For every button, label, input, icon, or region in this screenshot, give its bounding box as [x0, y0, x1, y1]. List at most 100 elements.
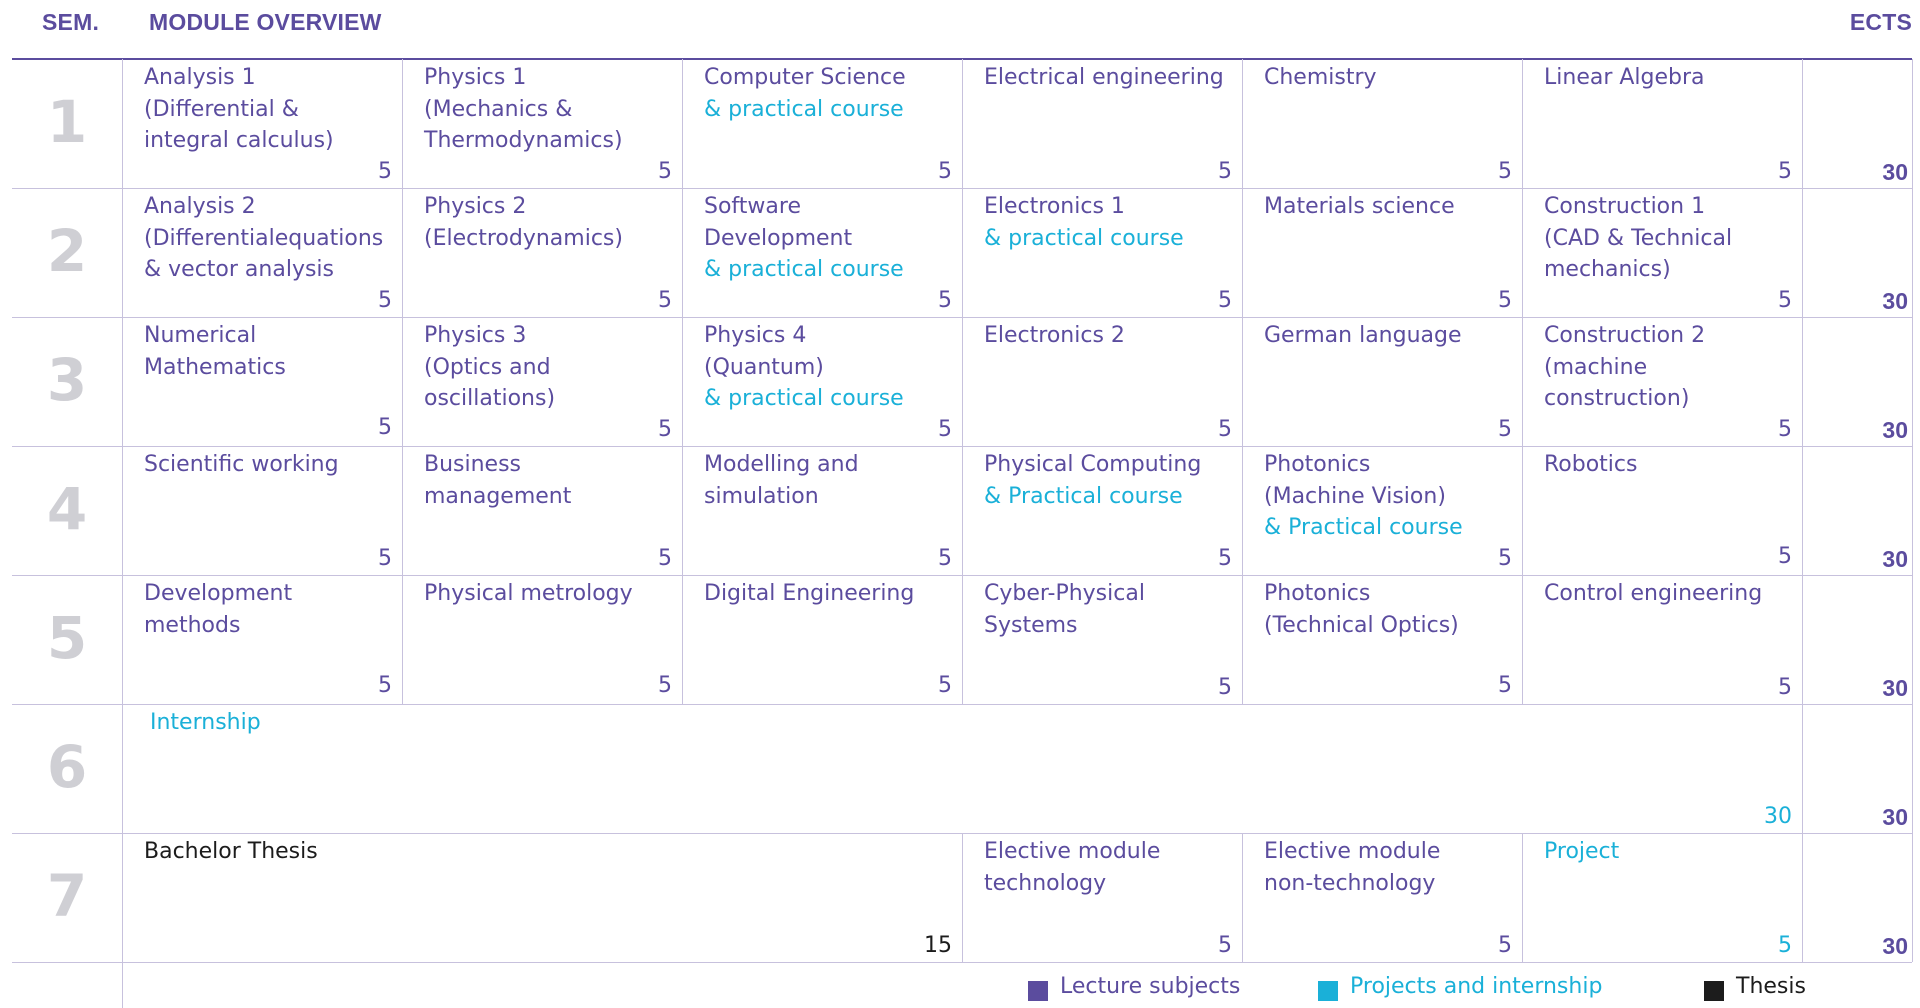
module-cell: Electronics 1 & practical course 5	[962, 188, 1242, 317]
module-ects: 5	[1498, 417, 1512, 442]
semester-total-ects: 30	[1882, 933, 1908, 959]
semester-number: 6	[46, 733, 88, 801]
module-cell: Numerical Mathematics 5	[122, 317, 402, 446]
module-cell: Modelling and simulation 5	[682, 446, 962, 575]
module-cell: Business management 5	[402, 446, 682, 575]
column-divider	[682, 317, 683, 446]
module-name: Linear Algebra	[1544, 65, 1705, 90]
ects-column-divider	[1802, 59, 1803, 188]
module-ects: 5	[1778, 543, 1792, 569]
right-edge-divider	[1912, 446, 1913, 575]
module-name: Physical metrology	[424, 581, 633, 606]
module-cell: Physics 4 (Quantum) & practical course 5	[682, 317, 962, 446]
module-ects: 15	[924, 933, 952, 958]
semester-column-header: SEM.	[42, 8, 100, 35]
column-divider	[962, 317, 963, 446]
column-divider	[1242, 446, 1243, 575]
module-ects: 5	[1218, 288, 1232, 313]
module-name: Photonics (Technical Optics)	[1264, 581, 1459, 638]
legend-item: Lecture subjects	[1028, 968, 1240, 1004]
module-cell: Construction 1 (CAD & Technical mechanic…	[1522, 188, 1802, 317]
module-cell: Construction 2 (machine construction) 5	[1522, 317, 1802, 446]
semester-number: 2	[46, 217, 88, 285]
right-edge-divider	[1912, 59, 1913, 188]
module-ects: 30	[1764, 804, 1792, 829]
column-divider	[1522, 575, 1523, 704]
module-cell: Cyber-Physical Systems 5	[962, 575, 1242, 704]
module-ects: 5	[938, 288, 952, 313]
column-divider	[402, 575, 403, 704]
module-name: Project	[1544, 839, 1620, 864]
module-overview-header: MODULE OVERVIEW	[149, 8, 382, 35]
module-ects: 5	[1218, 546, 1232, 571]
column-divider	[682, 188, 683, 317]
module-name: Software Development	[704, 194, 853, 251]
module-name: Digital Engineering	[704, 581, 915, 606]
module-cell: Control engineering 5	[1522, 575, 1802, 704]
module-cell: Elective module technology 5	[962, 833, 1242, 962]
module-cell: German language 5	[1242, 317, 1522, 446]
module-ects: 5	[378, 414, 392, 440]
module-name: Modelling and simulation	[704, 452, 859, 509]
legend-label: Thesis	[1736, 973, 1806, 999]
ects-column-divider	[1802, 833, 1803, 962]
module-ects: 5	[378, 672, 392, 698]
module-cell: Physics 1 (Mechanics & Thermodynamics) 5	[402, 59, 682, 188]
module-name: Robotics	[1544, 452, 1638, 477]
module-ects: 5	[1498, 159, 1512, 184]
module-name: Electrical engineering	[984, 65, 1224, 90]
module-name: Electronics 2	[984, 323, 1125, 348]
module-name: German language	[1264, 323, 1462, 348]
module-cell: Analysis 2 (Differentialequations & vect…	[122, 188, 402, 317]
column-divider	[962, 833, 963, 962]
semester-number: 1	[46, 88, 88, 156]
row-start-divider	[122, 833, 123, 962]
module-cell: Photonics (Machine Vision) & Practical co…	[1242, 446, 1522, 575]
row-start-divider	[122, 317, 123, 446]
module-name: Elective module technology	[984, 839, 1161, 896]
column-divider	[682, 575, 683, 704]
module-cell: Bachelor Thesis 15	[122, 833, 962, 962]
module-ects: 5	[658, 546, 672, 571]
module-ects: 5	[378, 288, 392, 313]
column-divider	[1242, 188, 1243, 317]
module-cell: Materials science 5	[1242, 188, 1522, 317]
ects-column-divider	[1802, 188, 1803, 317]
module-cell: Physical Computing & Practical course 5	[962, 446, 1242, 575]
module-name: Scientific working	[144, 452, 339, 477]
module-ects: 5	[1498, 672, 1512, 698]
module-name: Internship	[150, 710, 261, 735]
ects-column-divider	[1802, 575, 1803, 704]
module-ects: 5	[938, 546, 952, 571]
module-name: Construction 2 (machine construction)	[1544, 323, 1706, 411]
semester-total-ects: 30	[1882, 288, 1908, 314]
semester-number: 7	[46, 862, 88, 930]
module-ects: 5	[1498, 933, 1512, 958]
right-edge-divider	[1912, 704, 1913, 833]
module-cell: Physical metrology 5	[402, 575, 682, 704]
column-divider	[962, 188, 963, 317]
column-divider	[1242, 59, 1243, 188]
column-divider	[1522, 833, 1523, 962]
semester-number: 5	[46, 604, 88, 672]
module-cell: Digital Engineering 5	[682, 575, 962, 704]
column-divider	[1242, 317, 1243, 446]
module-name: Physics 1 (Mechanics & Thermodynamics)	[424, 65, 623, 153]
column-divider	[402, 317, 403, 446]
module-cell: Computer Science & practical course 5	[682, 59, 962, 188]
module-ects: 5	[1498, 288, 1512, 313]
module-name: & practical course	[704, 257, 904, 282]
semester-total-ects: 30	[1882, 804, 1908, 830]
module-ects: 5	[1778, 933, 1792, 958]
legend-divider	[122, 962, 123, 1008]
column-divider	[682, 59, 683, 188]
module-name: Cyber-Physical Systems	[984, 581, 1145, 638]
module-cell: Physics 2 (Electrodynamics) 5	[402, 188, 682, 317]
module-ects: 5	[1218, 675, 1232, 700]
column-divider	[1522, 59, 1523, 188]
module-name: & practical course	[704, 96, 904, 122]
row-start-divider	[122, 59, 123, 188]
row-start-divider	[122, 446, 123, 575]
module-ects: 5	[378, 546, 392, 571]
column-divider	[962, 59, 963, 188]
